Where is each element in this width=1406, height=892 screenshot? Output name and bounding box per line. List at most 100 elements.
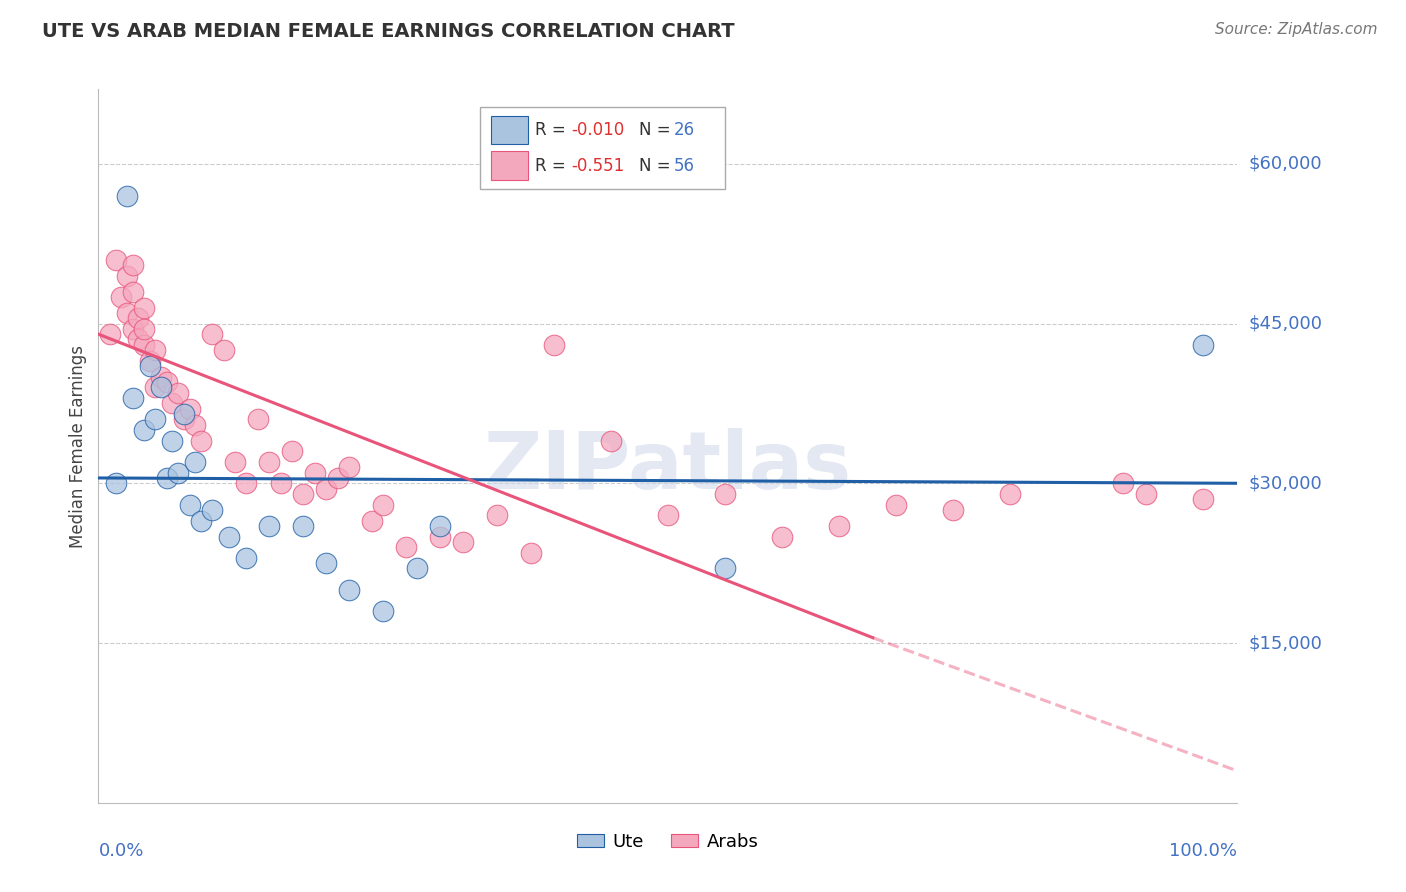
Point — [132, 301, 155, 315]
Point — [150, 369, 173, 384]
Point — [371, 498, 394, 512]
Point — [121, 391, 143, 405]
Point — [371, 604, 394, 618]
Point — [104, 252, 127, 267]
Point — [714, 487, 737, 501]
Text: 56: 56 — [673, 157, 695, 175]
Point — [156, 375, 179, 389]
Text: R =: R = — [534, 121, 571, 139]
Point — [1192, 338, 1215, 352]
Point — [292, 519, 315, 533]
Point — [395, 540, 418, 554]
Legend: Ute, Arabs: Ute, Arabs — [569, 826, 766, 858]
Point — [600, 434, 623, 448]
Point — [451, 534, 474, 549]
Text: 100.0%: 100.0% — [1170, 842, 1237, 860]
Point — [828, 519, 851, 533]
Point — [121, 285, 143, 299]
Point — [121, 258, 143, 272]
Point — [315, 482, 337, 496]
Point — [115, 268, 138, 283]
Point — [150, 380, 173, 394]
Point — [1135, 487, 1157, 501]
Point — [281, 444, 304, 458]
Text: 26: 26 — [673, 121, 695, 139]
Point — [104, 476, 127, 491]
Point — [173, 412, 195, 426]
Point — [121, 322, 143, 336]
Point — [132, 322, 155, 336]
Point — [201, 327, 224, 342]
Point — [657, 508, 679, 523]
Text: -0.010: -0.010 — [571, 121, 624, 139]
Point — [360, 514, 382, 528]
Text: $45,000: $45,000 — [1249, 315, 1323, 333]
Point — [190, 434, 212, 448]
Point — [520, 545, 543, 559]
Point — [270, 476, 292, 491]
Point — [115, 306, 138, 320]
FancyBboxPatch shape — [479, 107, 725, 189]
Text: Source: ZipAtlas.com: Source: ZipAtlas.com — [1215, 22, 1378, 37]
Point — [315, 556, 337, 570]
Point — [337, 460, 360, 475]
Point — [235, 550, 257, 565]
Point — [145, 380, 167, 394]
Point — [138, 353, 160, 368]
Point — [167, 385, 190, 400]
Point — [429, 519, 451, 533]
Text: N =: N = — [640, 121, 676, 139]
Point — [156, 471, 179, 485]
Point — [235, 476, 257, 491]
Point — [212, 343, 235, 358]
Point — [184, 417, 207, 432]
Text: 0.0%: 0.0% — [98, 842, 143, 860]
Point — [942, 503, 965, 517]
Point — [543, 338, 565, 352]
Point — [179, 498, 201, 512]
Point — [167, 466, 190, 480]
Point — [224, 455, 246, 469]
Text: $15,000: $15,000 — [1249, 634, 1322, 652]
Point — [998, 487, 1021, 501]
Point — [337, 582, 360, 597]
Point — [127, 333, 149, 347]
Text: $60,000: $60,000 — [1249, 154, 1322, 173]
Y-axis label: Median Female Earnings: Median Female Earnings — [69, 344, 87, 548]
Point — [486, 508, 509, 523]
Point — [145, 412, 167, 426]
Point — [201, 503, 224, 517]
Point — [145, 343, 167, 358]
Point — [1112, 476, 1135, 491]
Text: ZIPatlas: ZIPatlas — [484, 428, 852, 507]
Point — [304, 466, 326, 480]
Point — [162, 434, 184, 448]
Point — [138, 359, 160, 373]
Point — [173, 407, 195, 421]
Point — [259, 455, 281, 469]
Text: UTE VS ARAB MEDIAN FEMALE EARNINGS CORRELATION CHART: UTE VS ARAB MEDIAN FEMALE EARNINGS CORRE… — [42, 22, 735, 41]
Point — [218, 529, 240, 543]
Point — [884, 498, 907, 512]
Point — [326, 471, 349, 485]
Point — [770, 529, 793, 543]
Point — [406, 561, 429, 575]
Point — [1192, 492, 1215, 507]
Point — [110, 290, 132, 304]
Point — [184, 455, 207, 469]
Text: N =: N = — [640, 157, 676, 175]
Point — [132, 338, 155, 352]
Point — [259, 519, 281, 533]
Text: -0.551: -0.551 — [571, 157, 624, 175]
Point — [179, 401, 201, 416]
Point — [246, 412, 269, 426]
Point — [127, 311, 149, 326]
Point — [292, 487, 315, 501]
Point — [115, 188, 138, 202]
Point — [429, 529, 451, 543]
Point — [190, 514, 212, 528]
Point — [98, 327, 121, 342]
Text: R =: R = — [534, 157, 571, 175]
Point — [162, 396, 184, 410]
FancyBboxPatch shape — [491, 116, 527, 145]
